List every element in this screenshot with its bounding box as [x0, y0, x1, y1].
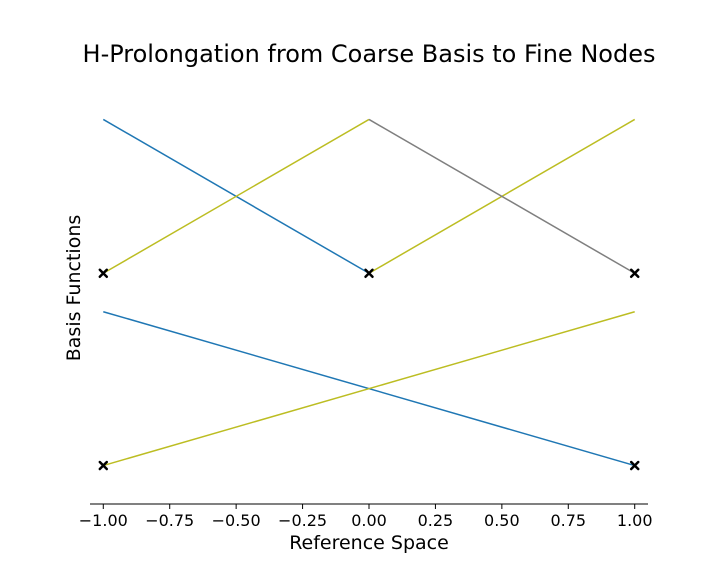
- x-tick-label: 0.25: [418, 511, 454, 530]
- marker-layer: [98, 268, 640, 471]
- y-axis-label: Basis Functions: [63, 215, 85, 362]
- node-marker-3: [98, 460, 109, 471]
- chart-title: H-Prolongation from Coarse Basis to Fine…: [83, 40, 656, 68]
- series-line-5: [103, 311, 635, 467]
- node-marker-1: [364, 268, 374, 279]
- x-axis-ticks: −1.00 −0.75 −0.50 −0.25 0.00 0.25 0.50 0.75 1.00: [79, 504, 653, 530]
- x-tick-label: −0.25: [278, 511, 327, 530]
- node-marker-4: [629, 460, 640, 471]
- x-tick-label: 0.50: [484, 511, 520, 530]
- node-marker-2: [629, 268, 640, 279]
- x-tick-label: −0.50: [212, 511, 261, 530]
- x-tick-label: 1.00: [617, 511, 653, 530]
- x-tick-label: 0.00: [351, 511, 387, 530]
- x-tick-label: −0.75: [145, 511, 194, 530]
- x-tick-label: 0.75: [550, 511, 586, 530]
- series-line-1: [102, 118, 370, 274]
- series-layer: [102, 118, 636, 467]
- x-tick-label: −1.00: [79, 511, 128, 530]
- x-axis-label: Reference Space: [289, 532, 449, 554]
- node-marker-0: [98, 268, 109, 279]
- series-line-3: [368, 118, 636, 274]
